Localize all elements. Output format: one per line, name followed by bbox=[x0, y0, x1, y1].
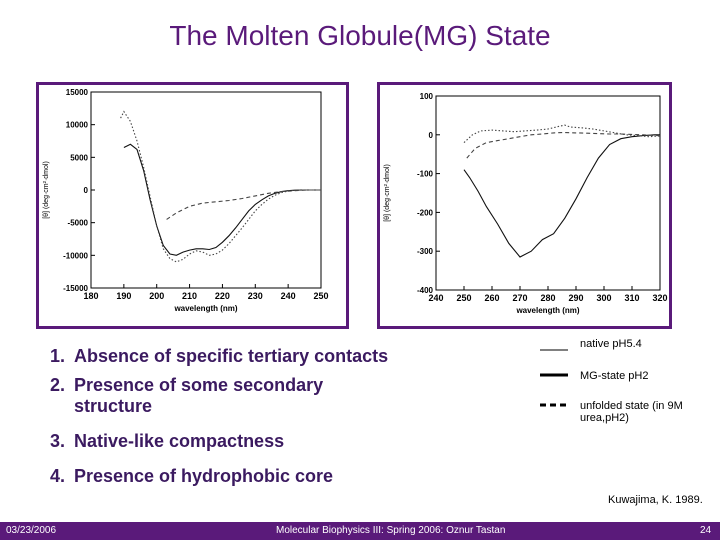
y-tick-label: 0 bbox=[84, 186, 89, 195]
slide-title: The Molten Globule(MG) State bbox=[169, 20, 551, 51]
y-axis-label: [θ] (deg·cm²·dmol) bbox=[43, 161, 50, 219]
point-text: Presence of some secondary structure bbox=[74, 375, 324, 416]
x-tick-label: 320 bbox=[652, 293, 667, 303]
x-tick-label: 280 bbox=[540, 293, 555, 303]
x-tick-label: 180 bbox=[83, 291, 98, 301]
x-tick-label: 240 bbox=[281, 291, 296, 301]
x-tick-label: 200 bbox=[149, 291, 164, 301]
y-axis-label: [θ] (deg·cm²·dmol) bbox=[384, 164, 391, 222]
y-tick-label: 15000 bbox=[66, 88, 89, 97]
key-points-list: 1. Absence of specific tertiary contacts … bbox=[50, 346, 394, 487]
y-tick-label: -400 bbox=[417, 286, 434, 295]
cd-far-uv-svg: 180 190 200 210 220 230 240 250 15000 10000 5000 0 -… bbox=[43, 88, 329, 313]
legend-label: native pH5.4 bbox=[580, 338, 642, 350]
footer-page: 24 bbox=[700, 525, 712, 536]
footer-bar: 03/23/2006 Molecular Biophysics III: Spr… bbox=[0, 522, 720, 540]
y-tick-label: -300 bbox=[417, 247, 434, 256]
legend-line-solid bbox=[540, 349, 568, 351]
point-text: Absence of specific tertiary contacts bbox=[74, 346, 389, 366]
point-item: 2. Presence of some secondary structure bbox=[50, 375, 394, 417]
x-tick-label: 290 bbox=[568, 293, 583, 303]
x-tick-label: 270 bbox=[512, 293, 527, 303]
x-tick-label: 250 bbox=[313, 291, 328, 301]
series-line-dashed bbox=[166, 189, 321, 220]
plot-frame bbox=[90, 91, 322, 289]
y-tick-label: 10000 bbox=[66, 121, 89, 130]
cd-far-uv-chart: 180 190 200 210 220 230 240 250 15000 10000 5000 0 -… bbox=[36, 82, 349, 329]
series-line-dotted bbox=[120, 110, 321, 263]
x-tick-label: 250 bbox=[456, 293, 471, 303]
y-tick-label: -5000 bbox=[68, 219, 89, 228]
series-line-dashed bbox=[466, 131, 660, 159]
y-tick-label: -100 bbox=[417, 170, 434, 179]
cd-near-uv-chart: 240 250 260 270 280 290 300 310 320 100 0 -100 -200 -… bbox=[377, 82, 672, 329]
legend-line-thick bbox=[540, 373, 568, 377]
point-text: Native-like compactness bbox=[74, 431, 285, 451]
point-item: 3. Native-like compactness bbox=[50, 431, 394, 452]
plot-frame bbox=[435, 95, 661, 291]
x-axis-label: wavelength (nm) bbox=[173, 304, 237, 313]
series-line-solid bbox=[123, 143, 321, 256]
x-tick-label: 210 bbox=[182, 291, 197, 301]
y-tick-label: 0 bbox=[429, 131, 434, 140]
x-tick-label: 240 bbox=[428, 293, 443, 303]
x-tick-label: 220 bbox=[215, 291, 230, 301]
point-item: 4. Presence of hydrophobic core bbox=[50, 466, 394, 487]
x-tick-label: 230 bbox=[248, 291, 263, 301]
x-tick-label: 310 bbox=[624, 293, 639, 303]
footer-date: 03/23/2006 bbox=[6, 525, 57, 536]
y-tick-label: -200 bbox=[417, 208, 434, 217]
cd-near-uv-svg: 240 250 260 270 280 290 300 310 320 100 0 -100 -200 -… bbox=[384, 92, 668, 315]
x-tick-label: 260 bbox=[484, 293, 499, 303]
y-tick-label: 5000 bbox=[70, 153, 88, 162]
x-tick-label: 300 bbox=[596, 293, 611, 303]
citation: Kuwajima, K. 1989. bbox=[608, 494, 703, 506]
point-item: 1. Absence of specific tertiary contacts bbox=[50, 346, 394, 367]
y-tick-label: 100 bbox=[420, 92, 434, 101]
point-text: Presence of hydrophobic core bbox=[74, 466, 334, 486]
series-line-solid bbox=[463, 134, 660, 258]
x-tick-label: 190 bbox=[116, 291, 131, 301]
footer-course: Molecular Biophysics III: Spring 2006: O… bbox=[276, 525, 506, 536]
point-number: 3. bbox=[50, 431, 66, 451]
y-tick-label: -10000 bbox=[63, 251, 88, 260]
point-number: 4. bbox=[50, 466, 66, 486]
legend-label: unfolded state (in 9M urea,pH2) bbox=[580, 400, 683, 424]
legend-line-dashed bbox=[540, 403, 568, 407]
point-number: 2. bbox=[50, 375, 66, 395]
point-number: 1. bbox=[50, 346, 66, 366]
legend-label: MG-state pH2 bbox=[580, 370, 649, 382]
y-tick-label: -15000 bbox=[63, 284, 88, 293]
x-axis-label: wavelength (nm) bbox=[515, 306, 579, 315]
